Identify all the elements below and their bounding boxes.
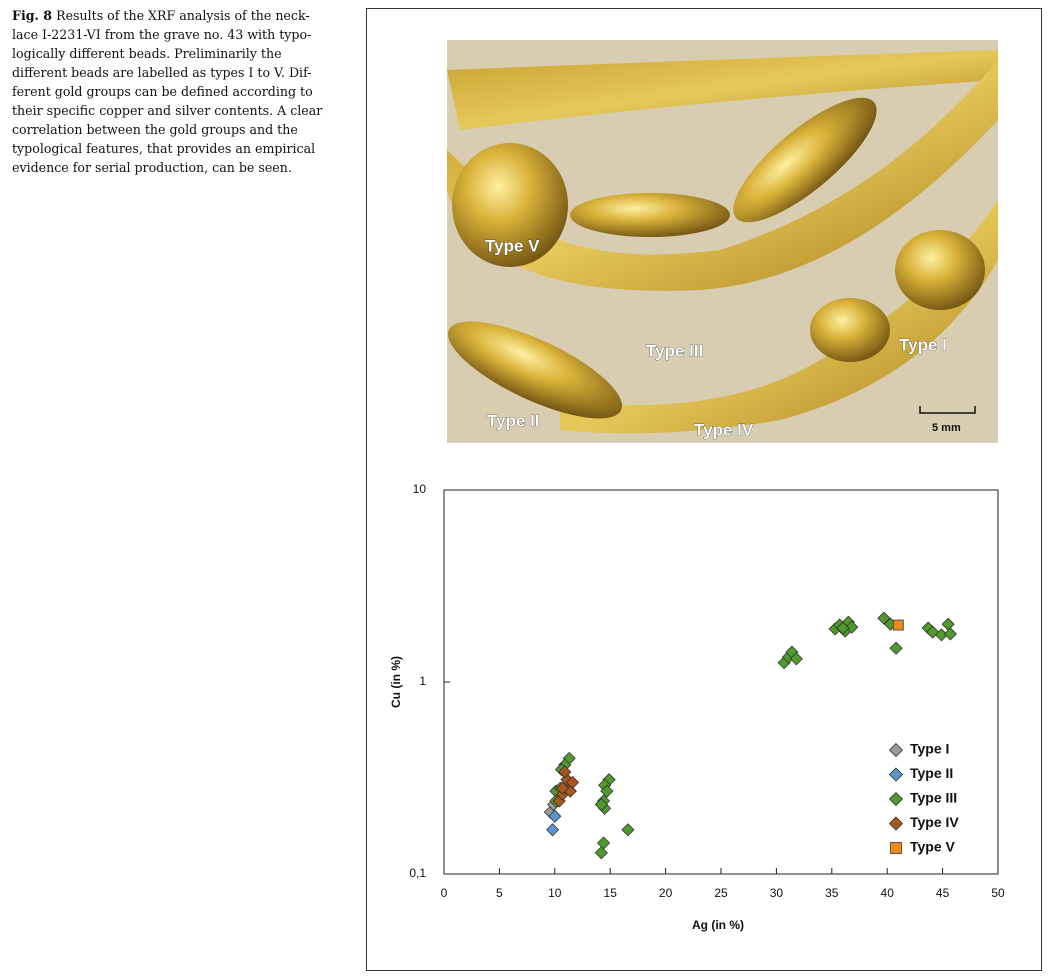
point <box>546 823 560 837</box>
caption-line: evidence for serial production, can be s… <box>12 160 292 175</box>
legend-marker <box>888 742 904 758</box>
photo: Type V Type III Type I Type II Type IV 5… <box>447 40 998 443</box>
bead-strand <box>447 60 998 291</box>
y-tick-label: 1 <box>419 674 426 688</box>
bead-strand <box>447 50 998 130</box>
point <box>789 652 803 666</box>
caption-line: logically different beads. Preliminarily… <box>12 46 282 61</box>
caption-label: Fig. 8 <box>12 8 53 23</box>
x-tick-label: 15 <box>604 886 618 900</box>
caption-text: Results of the XRF analysis of the neck-… <box>12 8 322 175</box>
point <box>941 617 955 631</box>
caption-line: typological features, that provides an e… <box>12 141 316 156</box>
point <box>555 781 570 795</box>
point <box>594 797 608 812</box>
figure-frame <box>366 8 1042 971</box>
photo-label: Type III <box>646 341 703 360</box>
x-tick-label: 20 <box>659 886 673 900</box>
legend-label: Type II <box>910 765 953 781</box>
bead <box>810 298 890 362</box>
x-tick-label: 50 <box>991 886 1005 900</box>
caption-line: correlation between the gold groups and … <box>12 122 298 137</box>
x-tick-label: 5 <box>496 886 503 900</box>
point <box>836 621 850 635</box>
legend-label: Type III <box>910 790 957 806</box>
bead <box>452 143 568 267</box>
point <box>548 809 562 823</box>
point <box>565 775 580 789</box>
scale-bar <box>919 406 976 414</box>
legend-marker <box>888 791 904 807</box>
point <box>600 784 614 798</box>
y-tick-label: 0,1 <box>409 866 426 880</box>
point <box>621 823 635 837</box>
legend-marker <box>888 767 904 782</box>
caption-line: different beads are labelled as types I … <box>12 65 312 80</box>
caption-line: lace I-2231-VI from the grave no. 43 wit… <box>12 27 312 42</box>
photo-label: Type I <box>899 335 947 354</box>
point <box>596 836 611 850</box>
x-tick-label: 40 <box>881 886 895 900</box>
legend-marker <box>890 842 902 854</box>
legend-label: Type IV <box>910 814 959 830</box>
caption-line: their specific copper and silver content… <box>12 103 323 118</box>
x-tick-label: 25 <box>714 886 728 900</box>
legend-marker <box>888 816 904 831</box>
caption-line: ferent gold groups can be defined accord… <box>12 84 313 99</box>
x-tick-label: 35 <box>825 886 839 900</box>
x-tick-label: 30 <box>770 886 784 900</box>
photo-label: Type II <box>487 411 540 430</box>
point <box>845 620 859 634</box>
legend-label: Type V <box>910 839 956 855</box>
legend-label: Type I <box>910 741 949 757</box>
photo-label: Type V <box>485 236 540 255</box>
bead <box>570 193 730 237</box>
y-axis-label: Cu (in %) <box>389 656 403 708</box>
x-axis-label: Ag (in %) <box>692 918 744 932</box>
bead <box>447 321 623 419</box>
point <box>877 611 891 625</box>
scale-label: 5 mm <box>932 422 961 434</box>
caption-line: Results of the XRF analysis of the neck- <box>56 8 310 23</box>
y-tick-label: 10 <box>413 482 427 496</box>
photo-label: Type IV <box>694 420 754 439</box>
bead <box>895 230 985 310</box>
bead <box>733 97 877 223</box>
x-tick-label: 0 <box>441 886 448 900</box>
x-tick-label: 10 <box>548 886 562 900</box>
x-tick-label: 45 <box>936 886 950 900</box>
point <box>558 765 572 779</box>
point <box>892 619 904 631</box>
point <box>943 627 957 641</box>
point <box>889 641 903 655</box>
point <box>594 846 608 860</box>
caption: Fig. 8 Results of the XRF analysis of th… <box>12 6 352 177</box>
